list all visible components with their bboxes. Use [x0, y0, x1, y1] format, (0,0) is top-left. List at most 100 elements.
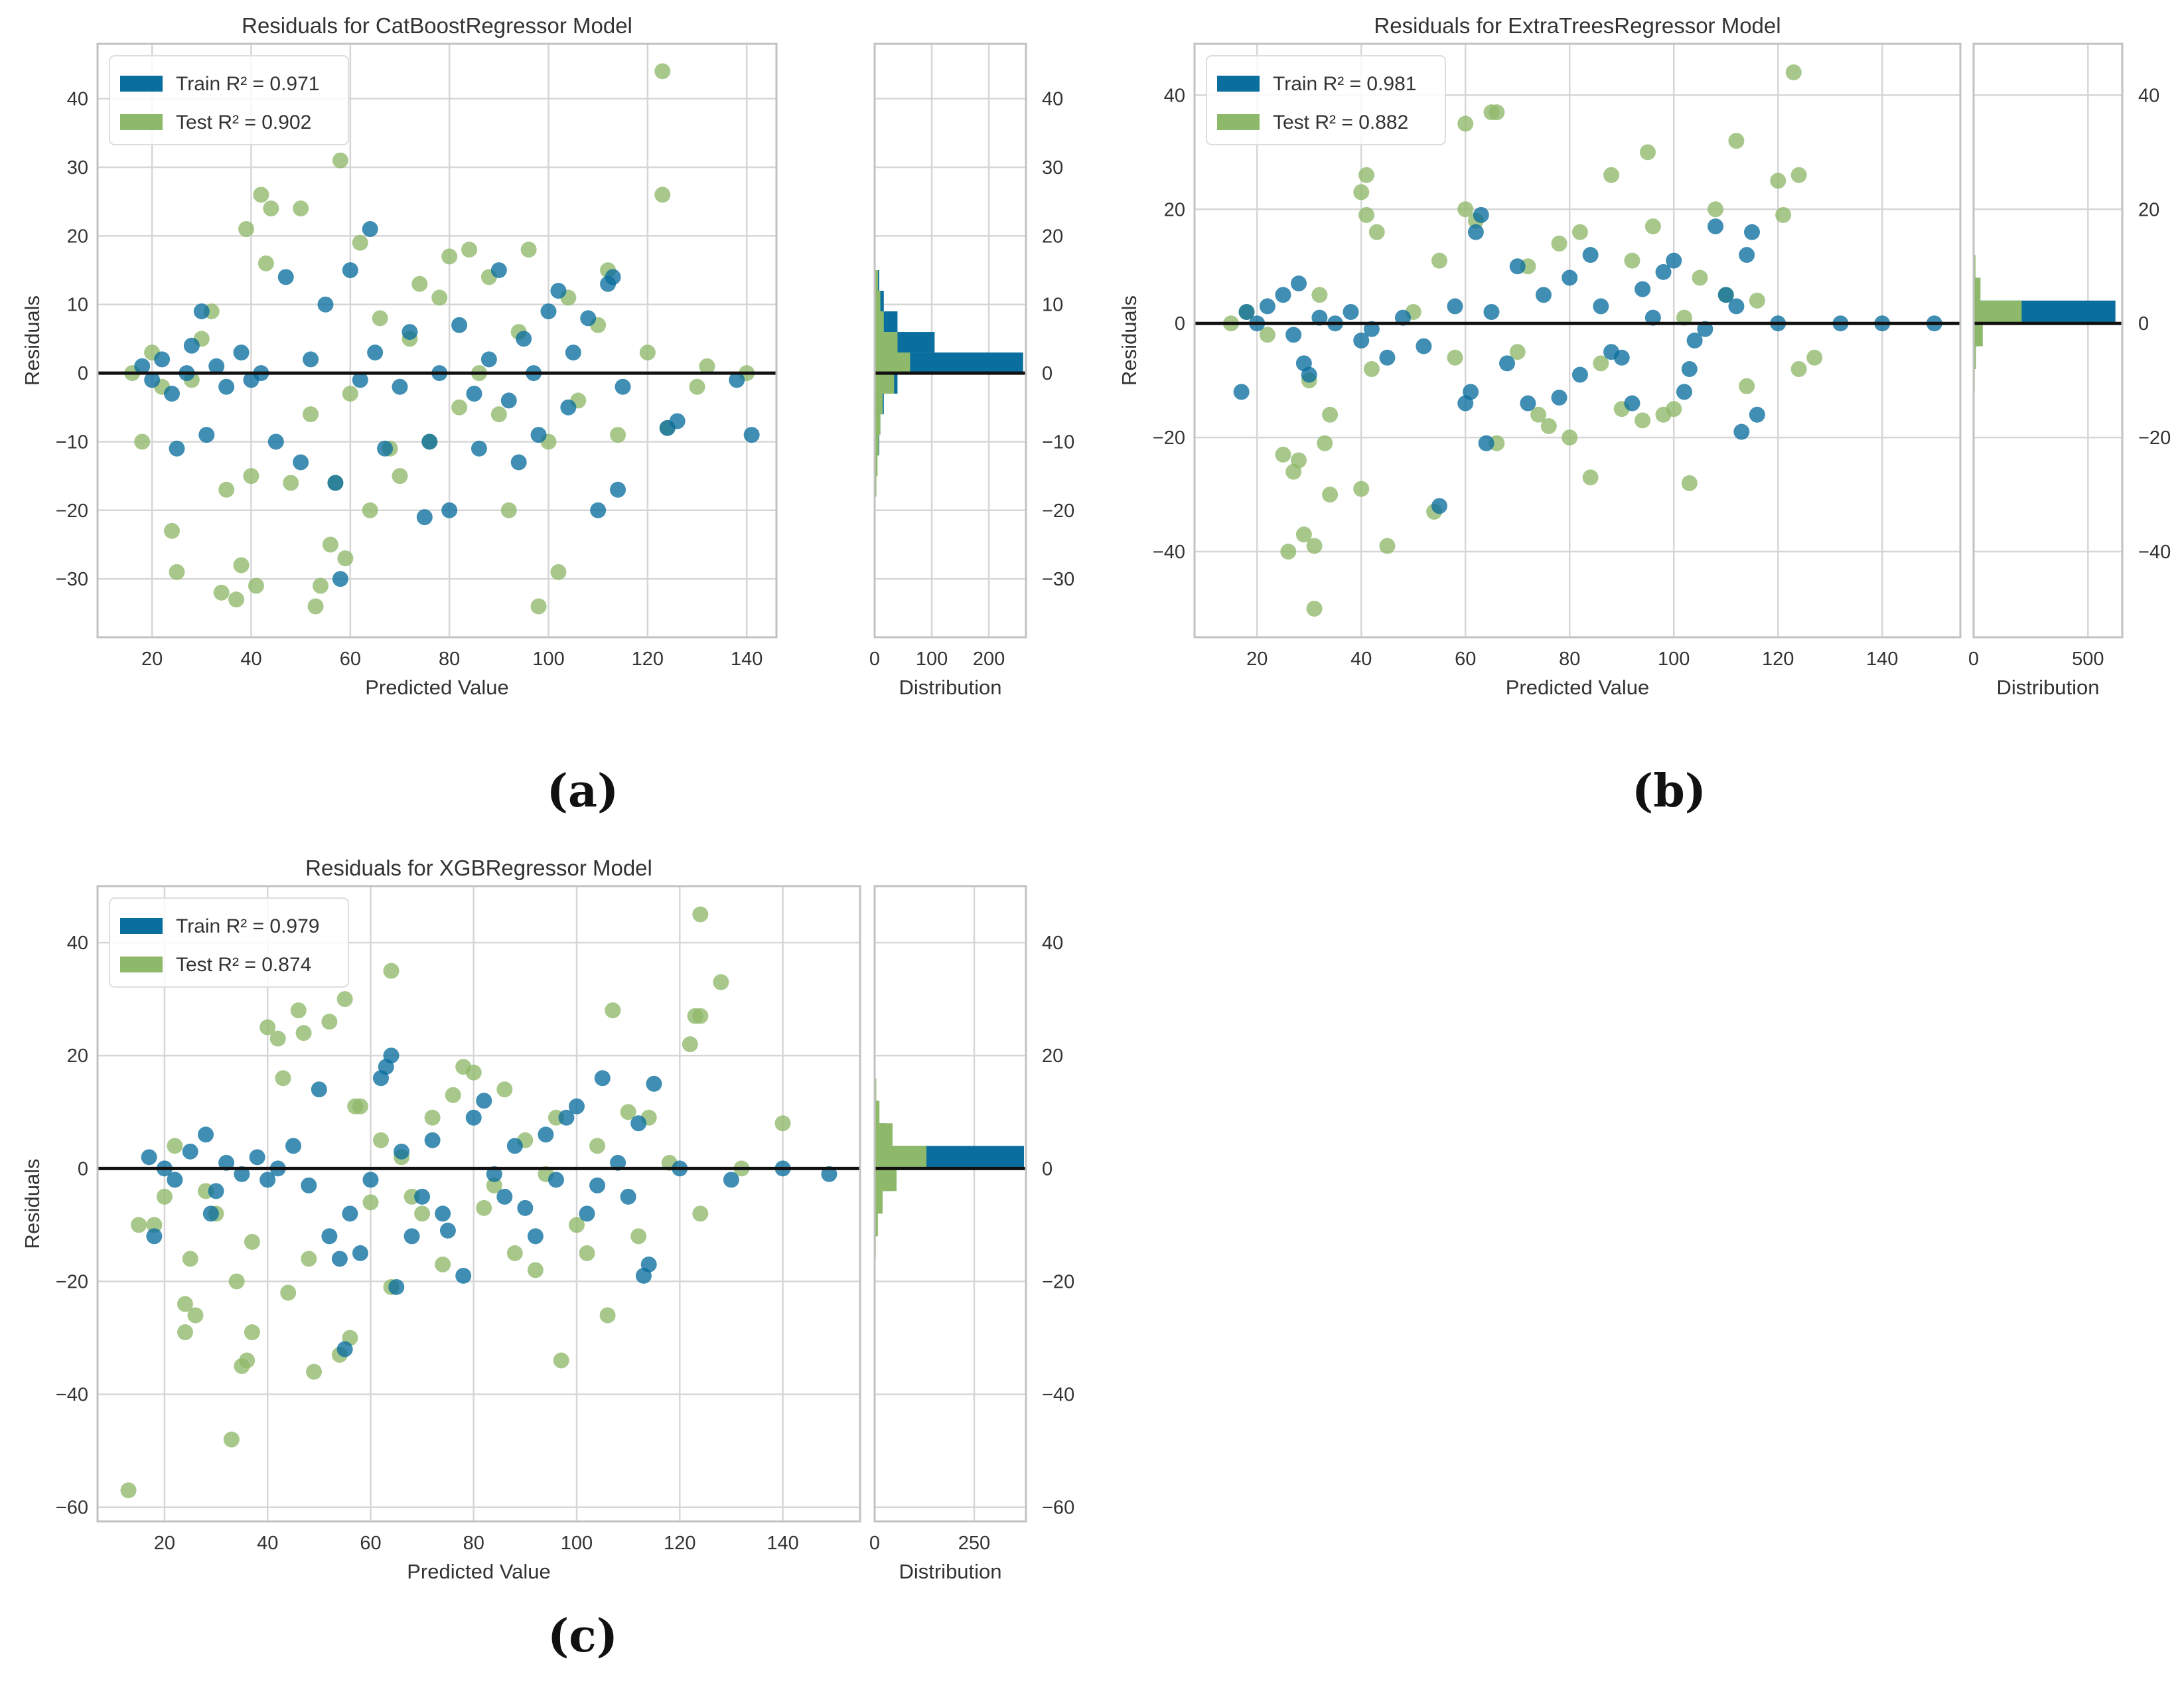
train-point	[154, 351, 171, 368]
test-point	[321, 1014, 338, 1030]
hist-y-tick-label: 10	[1042, 295, 1063, 316]
test-point	[496, 1081, 513, 1098]
test-point	[1489, 104, 1505, 121]
y-tick-label: 0	[78, 363, 88, 384]
y-tick-label: 0	[78, 1158, 88, 1180]
hist-y-tick-label: −40	[1042, 1385, 1074, 1406]
train-point	[1739, 247, 1755, 264]
test-point	[1457, 115, 1474, 132]
y-axis-label: Residuals	[21, 1158, 44, 1249]
train-point	[589, 1177, 606, 1193]
train-point	[590, 502, 607, 518]
train-point	[1749, 406, 1765, 423]
train-point	[439, 1222, 456, 1239]
test-point	[411, 275, 428, 292]
test-point	[1551, 235, 1567, 252]
test-point	[530, 598, 547, 615]
train-point	[1291, 275, 1307, 292]
y-tick-label: −20	[1153, 427, 1185, 449]
legend-swatch-train	[120, 76, 163, 92]
legend: Train R² = 0.971 Test R² = 0.902	[109, 55, 349, 145]
train-point	[1353, 333, 1370, 348]
test-point	[441, 248, 458, 265]
x-axis-label: Predicted Value	[365, 676, 509, 699]
train-point	[435, 1205, 451, 1222]
hist-y-tick-label: 30	[1042, 157, 1063, 179]
train-point	[1395, 309, 1412, 326]
train-point	[610, 1154, 626, 1171]
test-point	[1562, 429, 1578, 446]
hist-y-tick-label: 20	[2138, 199, 2159, 220]
test-point	[699, 358, 715, 374]
test-point	[269, 1030, 286, 1047]
panel-extratrees: 20 40 60 80 100 120 140 −40 −40 −20 −20 0 0 20 20 40 40 0…	[1118, 13, 2171, 818]
test-point	[1790, 167, 1807, 183]
train-point	[579, 1205, 595, 1222]
train-point	[517, 1199, 534, 1216]
train-point	[821, 1166, 837, 1182]
y-axis-label: Residuals	[1118, 295, 1141, 386]
test-point	[244, 1324, 260, 1341]
train-point	[1431, 498, 1447, 514]
test-point	[301, 1251, 317, 1267]
test-point	[692, 906, 709, 923]
x-tick-label: 60	[1455, 649, 1476, 670]
test-point	[352, 234, 368, 251]
test-point	[253, 187, 269, 203]
train-point	[1447, 298, 1463, 315]
test-point	[527, 1262, 544, 1278]
hist-y-tick-label: 0	[1042, 1158, 1053, 1180]
axes-frames	[96, 885, 1027, 1523]
train-point	[547, 1172, 564, 1188]
train-point	[1708, 218, 1724, 235]
train-points	[1233, 206, 1942, 514]
hist-bar-test	[875, 394, 883, 415]
test-point	[589, 1138, 606, 1154]
train-point	[560, 399, 577, 416]
test-point	[1770, 173, 1786, 189]
test-point	[182, 1251, 198, 1267]
test-point	[689, 378, 705, 395]
hist-y-tick-label: 20	[1042, 1045, 1063, 1067]
train-point	[630, 1115, 647, 1132]
train-point	[620, 1188, 636, 1205]
axes-frames	[1193, 42, 2124, 639]
test-point	[177, 1296, 193, 1312]
legend: Train R² = 0.979 Test R² = 0.874	[109, 897, 349, 988]
train-point	[1467, 224, 1484, 240]
test-point	[372, 310, 388, 327]
train-point	[1520, 395, 1536, 412]
hist-y-tick-label: 40	[1042, 89, 1063, 110]
train-point	[646, 1075, 662, 1092]
legend-swatch-train	[120, 918, 163, 934]
histogram-axis-label: Distribution	[899, 676, 1001, 699]
x-tick-label: 120	[664, 1533, 695, 1554]
y-tick-label: −20	[56, 500, 88, 522]
train-point	[332, 571, 348, 587]
train-point	[1743, 224, 1760, 240]
train-point	[610, 481, 626, 498]
test-point	[238, 221, 255, 238]
train-point	[538, 1126, 554, 1143]
train-point	[466, 386, 482, 402]
test-point	[362, 502, 378, 518]
train-point	[669, 413, 686, 429]
hist-bar-test	[875, 1146, 926, 1169]
test-point	[1431, 252, 1447, 269]
train-point	[193, 303, 210, 320]
hist-x-tick-label: 0	[869, 649, 880, 670]
legend-swatch-test	[120, 957, 163, 972]
x-tick-label: 140	[766, 1533, 798, 1554]
hist-y-tick-label: −20	[2138, 427, 2171, 449]
test-point	[654, 187, 671, 203]
train-point	[342, 262, 358, 279]
test-point	[1603, 167, 1620, 183]
axes-frames	[96, 42, 1027, 639]
train-point	[327, 475, 344, 491]
test-point	[313, 577, 329, 594]
test-point	[451, 399, 468, 416]
test-point	[1358, 167, 1375, 183]
hist-bar-test	[1974, 323, 1983, 346]
